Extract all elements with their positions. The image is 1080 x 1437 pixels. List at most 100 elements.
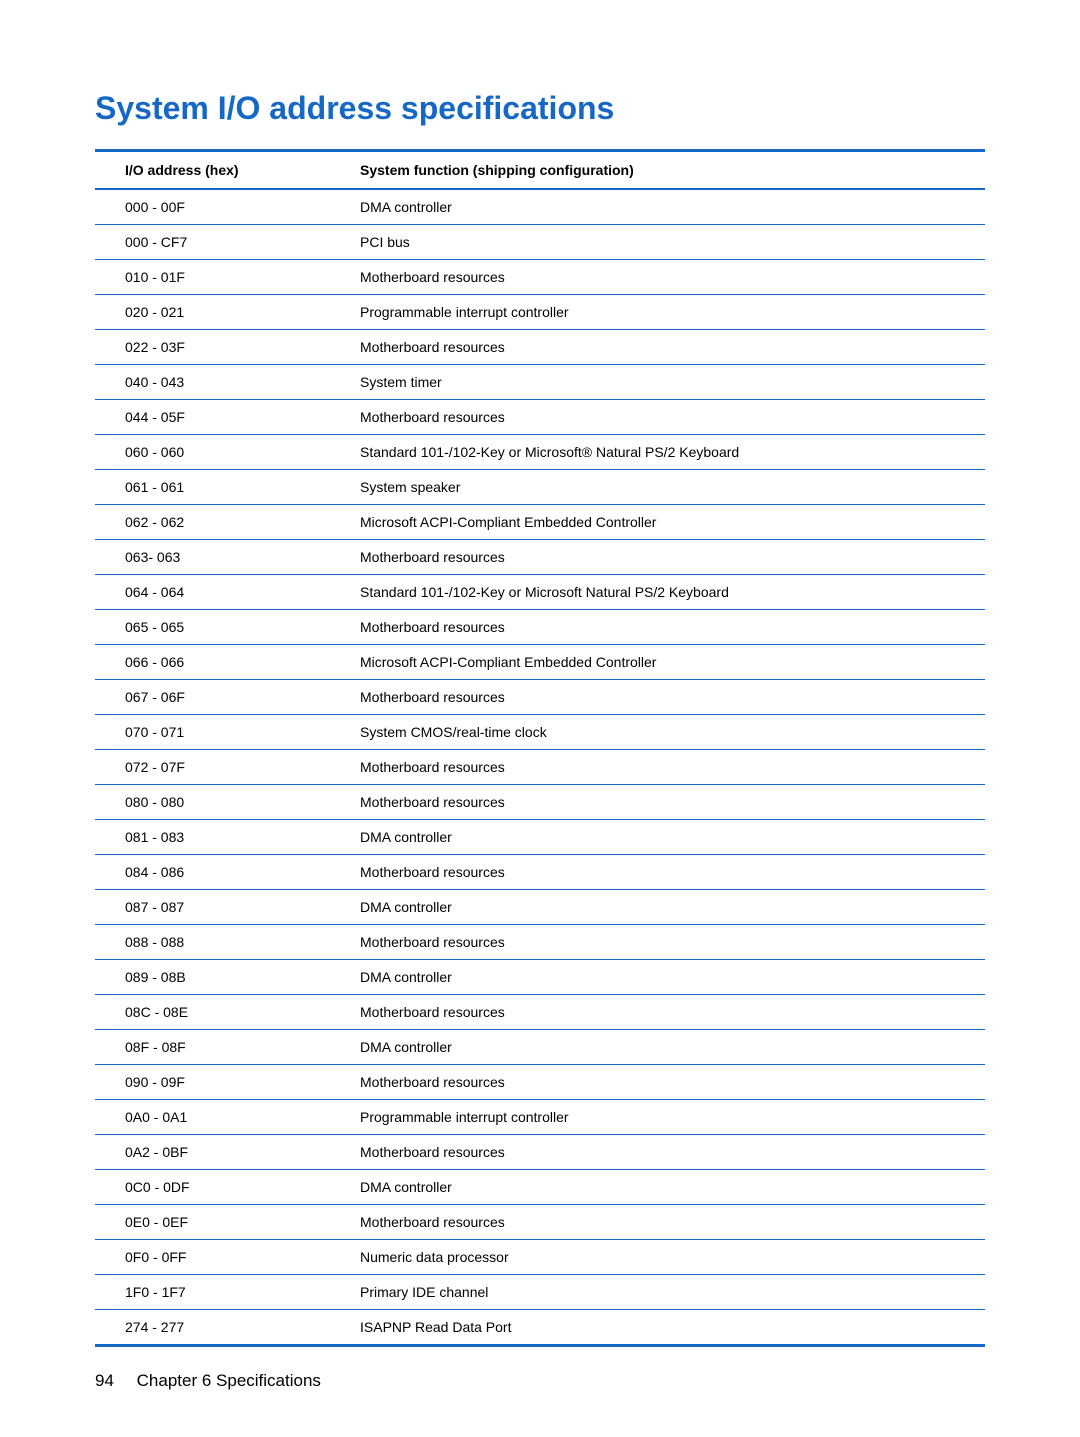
cell-function: System CMOS/real-time clock: [330, 715, 985, 750]
cell-function: Motherboard resources: [330, 610, 985, 645]
cell-function: PCI bus: [330, 225, 985, 260]
cell-function: Motherboard resources: [330, 260, 985, 295]
cell-function: Motherboard resources: [330, 540, 985, 575]
cell-function: Motherboard resources: [330, 330, 985, 365]
cell-function: Motherboard resources: [330, 1065, 985, 1100]
cell-function: Primary IDE channel: [330, 1275, 985, 1310]
cell-address: 040 - 043: [95, 365, 330, 400]
cell-address: 088 - 088: [95, 925, 330, 960]
table-row: 022 - 03FMotherboard resources: [95, 330, 985, 365]
cell-address: 060 - 060: [95, 435, 330, 470]
table-row: 084 - 086Motherboard resources: [95, 855, 985, 890]
table-row: 089 - 08BDMA controller: [95, 960, 985, 995]
cell-function: Motherboard resources: [330, 400, 985, 435]
table-row: 08C - 08EMotherboard resources: [95, 995, 985, 1030]
cell-address: 081 - 083: [95, 820, 330, 855]
table-row: 040 - 043System timer: [95, 365, 985, 400]
chapter-label: Chapter 6 Specifications: [137, 1371, 321, 1390]
table-row: 067 - 06FMotherboard resources: [95, 680, 985, 715]
column-header-address: I/O address (hex): [95, 151, 330, 190]
table-row: 070 - 071System CMOS/real-time clock: [95, 715, 985, 750]
cell-address: 0A0 - 0A1: [95, 1100, 330, 1135]
cell-address: 010 - 01F: [95, 260, 330, 295]
cell-function: DMA controller: [330, 820, 985, 855]
cell-function: Motherboard resources: [330, 1135, 985, 1170]
cell-address: 022 - 03F: [95, 330, 330, 365]
table-row: 080 - 080Motherboard resources: [95, 785, 985, 820]
cell-address: 084 - 086: [95, 855, 330, 890]
cell-function: Motherboard resources: [330, 1205, 985, 1240]
table-row: 000 - 00FDMA controller: [95, 189, 985, 225]
cell-function: Motherboard resources: [330, 785, 985, 820]
cell-address: 0E0 - 0EF: [95, 1205, 330, 1240]
page-footer: 94 Chapter 6 Specifications: [95, 1371, 321, 1391]
cell-function: Motherboard resources: [330, 680, 985, 715]
cell-address: 087 - 087: [95, 890, 330, 925]
cell-address: 070 - 071: [95, 715, 330, 750]
page-number: 94: [95, 1371, 114, 1390]
cell-address: 08C - 08E: [95, 995, 330, 1030]
table-row: 044 - 05FMotherboard resources: [95, 400, 985, 435]
table-row: 010 - 01FMotherboard resources: [95, 260, 985, 295]
cell-address: 0A2 - 0BF: [95, 1135, 330, 1170]
cell-function: Standard 101-/102-Key or Microsoft Natur…: [330, 575, 985, 610]
table-row: 0C0 - 0DFDMA controller: [95, 1170, 985, 1205]
cell-address: 08F - 08F: [95, 1030, 330, 1065]
column-header-function: System function (shipping configuration): [330, 151, 985, 190]
cell-address: 065 - 065: [95, 610, 330, 645]
page-title: System I/O address specifications: [95, 90, 985, 127]
table-row: 000 - CF7PCI bus: [95, 225, 985, 260]
table-row: 0A0 - 0A1Programmable interrupt controll…: [95, 1100, 985, 1135]
table-row: 060 - 060Standard 101-/102-Key or Micros…: [95, 435, 985, 470]
cell-address: 020 - 021: [95, 295, 330, 330]
table-row: 063- 063Motherboard resources: [95, 540, 985, 575]
cell-function: DMA controller: [330, 890, 985, 925]
cell-address: 063- 063: [95, 540, 330, 575]
cell-function: Motherboard resources: [330, 855, 985, 890]
cell-function: Motherboard resources: [330, 925, 985, 960]
table-row: 065 - 065Motherboard resources: [95, 610, 985, 645]
cell-function: DMA controller: [330, 1030, 985, 1065]
cell-address: 000 - 00F: [95, 189, 330, 225]
cell-function: System speaker: [330, 470, 985, 505]
cell-address: 080 - 080: [95, 785, 330, 820]
table-row: 061 - 061System speaker: [95, 470, 985, 505]
cell-function: Standard 101-/102-Key or Microsoft® Natu…: [330, 435, 985, 470]
cell-function: DMA controller: [330, 189, 985, 225]
cell-address: 0F0 - 0FF: [95, 1240, 330, 1275]
table-row: 020 - 021Programmable interrupt controll…: [95, 295, 985, 330]
cell-function: Microsoft ACPI-Compliant Embedded Contro…: [330, 505, 985, 540]
table-header-row: I/O address (hex) System function (shipp…: [95, 151, 985, 190]
cell-function: DMA controller: [330, 1170, 985, 1205]
cell-address: 067 - 06F: [95, 680, 330, 715]
cell-function: System timer: [330, 365, 985, 400]
table-row: 072 - 07FMotherboard resources: [95, 750, 985, 785]
table-row: 0A2 - 0BFMotherboard resources: [95, 1135, 985, 1170]
cell-address: 061 - 061: [95, 470, 330, 505]
cell-address: 072 - 07F: [95, 750, 330, 785]
table-row: 066 - 066Microsoft ACPI-Compliant Embedd…: [95, 645, 985, 680]
table-row: 064 - 064Standard 101-/102-Key or Micros…: [95, 575, 985, 610]
cell-address: 0C0 - 0DF: [95, 1170, 330, 1205]
table-row: 088 - 088Motherboard resources: [95, 925, 985, 960]
table-row: 087 - 087DMA controller: [95, 890, 985, 925]
cell-address: 000 - CF7: [95, 225, 330, 260]
table-row: 081 - 083DMA controller: [95, 820, 985, 855]
cell-address: 044 - 05F: [95, 400, 330, 435]
cell-address: 064 - 064: [95, 575, 330, 610]
cell-address: 062 - 062: [95, 505, 330, 540]
cell-address: 274 - 277: [95, 1310, 330, 1346]
table-row: 274 - 277ISAPNP Read Data Port: [95, 1310, 985, 1346]
cell-function: DMA controller: [330, 960, 985, 995]
table-row: 062 - 062Microsoft ACPI-Compliant Embedd…: [95, 505, 985, 540]
cell-address: 090 - 09F: [95, 1065, 330, 1100]
table-row: 08F - 08FDMA controller: [95, 1030, 985, 1065]
io-address-table: I/O address (hex) System function (shipp…: [95, 149, 985, 1347]
cell-function: Programmable interrupt controller: [330, 1100, 985, 1135]
cell-address: 089 - 08B: [95, 960, 330, 995]
cell-address: 1F0 - 1F7: [95, 1275, 330, 1310]
cell-function: ISAPNP Read Data Port: [330, 1310, 985, 1346]
table-row: 090 - 09FMotherboard resources: [95, 1065, 985, 1100]
cell-address: 066 - 066: [95, 645, 330, 680]
cell-function: Programmable interrupt controller: [330, 295, 985, 330]
